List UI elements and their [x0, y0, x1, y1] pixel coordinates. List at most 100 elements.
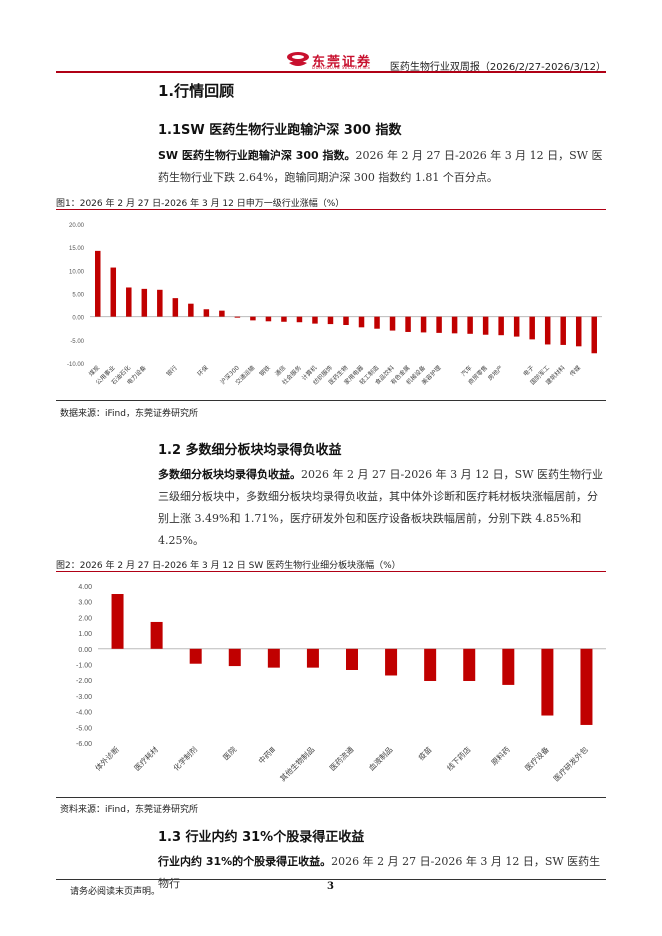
x-tick-label: 原料药 [489, 744, 512, 767]
bar-社会服务 [420, 316, 427, 333]
x-tick-label: 体外诊断 [93, 744, 122, 773]
paragraph-body: 2026 年 2 月 27 日-2026 年 3 月 12 日，SW 医药生物行… [158, 149, 603, 184]
report-title: 医药生物行业双周报（2026/2/27-2026/3/12） [389, 62, 606, 73]
bar-基础化工 [157, 289, 163, 317]
bar-美容护理 [591, 316, 597, 354]
figure-1-source: 数据来源：iFind，东莞证券研究所 [60, 409, 198, 419]
y-tick-label: 10.00 [69, 269, 85, 275]
bar-建筑装饰 [575, 316, 582, 347]
x-tick-label: 房地产 [486, 364, 504, 382]
bar-传媒 [281, 316, 287, 322]
subsection-1-1-paragraph: SW 医药生物行业跑输沪深 300 指数。2026 年 2 月 27 日-202… [158, 145, 606, 189]
x-tick-label: 中药Ⅲ [256, 744, 277, 765]
figure-1-top-rule [56, 209, 606, 210]
subsection-1-2-paragraph: 多数细分板块均录得负收益。2026 年 2 月 27 日-2026 年 3 月 … [158, 464, 606, 552]
x-tick-label: 银行 [165, 364, 179, 378]
bar-房地产 [560, 316, 566, 345]
bar-通信 [343, 316, 349, 326]
bar-环保 [234, 316, 241, 318]
section-title: 1.行情回顾 [158, 82, 235, 100]
brand-logo: 东莞证券 DONGGUAN SECURITIES [286, 50, 394, 72]
page-number: 3 [327, 881, 334, 892]
bar-汽车 [312, 316, 318, 324]
figure-2-source: 资料来源：iFind，东莞证券研究所 [60, 805, 198, 815]
bar-钢铁 [203, 309, 210, 317]
bar-机械设备 [327, 316, 334, 325]
y-tick-label: 0.00 [72, 316, 84, 322]
bar-医药流通 [346, 648, 358, 670]
figure-2-svg: 4.00 3.00 2.00 1.00 0.00 -1.00 -2.00 -3.00 -4.00… [76, 584, 606, 783]
x-tick-label: 化学制剂 [171, 744, 199, 772]
bar-农林牧渔 [544, 316, 551, 345]
x-tick-label: 线下药店 [444, 744, 473, 773]
y-tick-label: -1.00 [76, 663, 92, 670]
bar-轻工制造 [467, 316, 473, 334]
header-divider [56, 71, 606, 73]
bar-煤炭 [95, 250, 101, 317]
y-tick-label: -2.00 [76, 678, 92, 685]
y-tick-label: 20.00 [69, 223, 85, 229]
bar-食品饮料 [498, 316, 504, 336]
x-tick-label: 疫苗 [416, 744, 434, 762]
figure-1-title: 图1：2026 年 2 月 27 日-2026 年 3 月 12 日申万一级行业… [56, 199, 345, 209]
subsection-1-3-title: 1.3 行业内约 31%个股录得正收益 [158, 830, 365, 845]
bar-电子 [436, 316, 442, 333]
paragraph-body: 2026 年 2 月 27 日-2026 年 3 月 12 日，SW 医药生物行… [158, 468, 603, 547]
paragraph-body: 2026 年 2 月 27 日-2026 年 3 月 12 日，SW 医药生物行 [158, 855, 601, 890]
figure-1-chart: 20.00 15.00 10.00 5.00 0.00 -5.00 -10.00 煤炭 公用事业… [56, 212, 606, 400]
bar-中药Ⅲ [267, 648, 280, 668]
footer-divider [56, 879, 606, 880]
dongguan-securities-logo-icon [287, 52, 309, 66]
bar-非银金融 [482, 316, 489, 335]
y-tick-label: 4.00 [78, 584, 92, 591]
bar-建筑材料 [219, 310, 225, 317]
x-tick-label: 医院 [221, 744, 239, 762]
bar-医药生物 [374, 316, 380, 329]
x-tick-label: 钢铁 [258, 364, 272, 378]
figure-2-title: 图2：2026 年 2 月 27 日-2026 年 3 月 12 日 SW 医药… [56, 561, 401, 571]
y-tick-label: -5.00 [76, 725, 92, 732]
paragraph-lead: 行业内约 31%的个股录得正收益。 [158, 855, 332, 868]
y-tick-label: -5.00 [70, 339, 84, 345]
bar-家用电器 [405, 316, 411, 332]
bar-医疗设备 [541, 648, 554, 716]
bar-血液制品 [385, 648, 398, 676]
y-tick-label: -3.00 [76, 694, 92, 701]
x-tick-label: 医疗设备 [523, 744, 552, 773]
paragraph-lead: 多数细分板块均录得负收益。 [158, 468, 301, 481]
figure-2-chart: 4.00 3.00 2.00 1.00 0.00 -1.00 -2.00 -3.00 -4.00… [56, 576, 606, 794]
bar-沪深300 [250, 316, 256, 321]
footer-disclaimer: 请务必阅读末页声明。 [70, 887, 161, 897]
bar-计算机 [296, 316, 303, 323]
y-tick-label: 5.00 [72, 293, 84, 299]
bar-医院 [228, 648, 241, 667]
x-tick-label: 医疗研发外包 [551, 744, 590, 783]
bar-原料药 [502, 648, 515, 685]
bar-石油石化 [126, 287, 132, 317]
bar-交通运输 [265, 316, 272, 322]
bar-美容护理 [529, 316, 535, 340]
subsection-1-2-title: 1.2 多数细分板块均录得负收益 [158, 443, 342, 458]
bar-纺织服饰 [513, 316, 520, 337]
figure-1-bottom-rule [56, 400, 606, 401]
bar-医疗耗材 [150, 621, 163, 649]
subsection-1-1-title: 1.1SW 医药生物行业跑输沪深 300 指数 [158, 123, 402, 138]
bar-有色金属 [389, 316, 396, 331]
x-tick-label: 其他生物制品 [277, 744, 316, 783]
bar-其他生物制品 [306, 648, 319, 668]
y-tick-label: 0.00 [78, 647, 92, 654]
paragraph-lead: SW 医药生物行业跑输沪深 300 指数。 [158, 149, 356, 162]
y-tick-label: -4.00 [76, 710, 92, 717]
bar-电力设备 [141, 288, 148, 317]
x-tick-label: 医药流通 [327, 744, 356, 773]
bar-化学制剂 [189, 648, 202, 664]
bar-线下药店 [463, 648, 476, 681]
x-tick-label: 传媒 [568, 364, 582, 378]
bar-综合 [451, 316, 458, 334]
bar-体外诊断 [111, 594, 124, 649]
y-tick-label: 1.00 [78, 631, 92, 638]
y-tick-label: 2.00 [78, 615, 92, 622]
y-tick-label: 3.00 [78, 600, 92, 607]
brand-name: 东莞证券 [312, 55, 373, 70]
